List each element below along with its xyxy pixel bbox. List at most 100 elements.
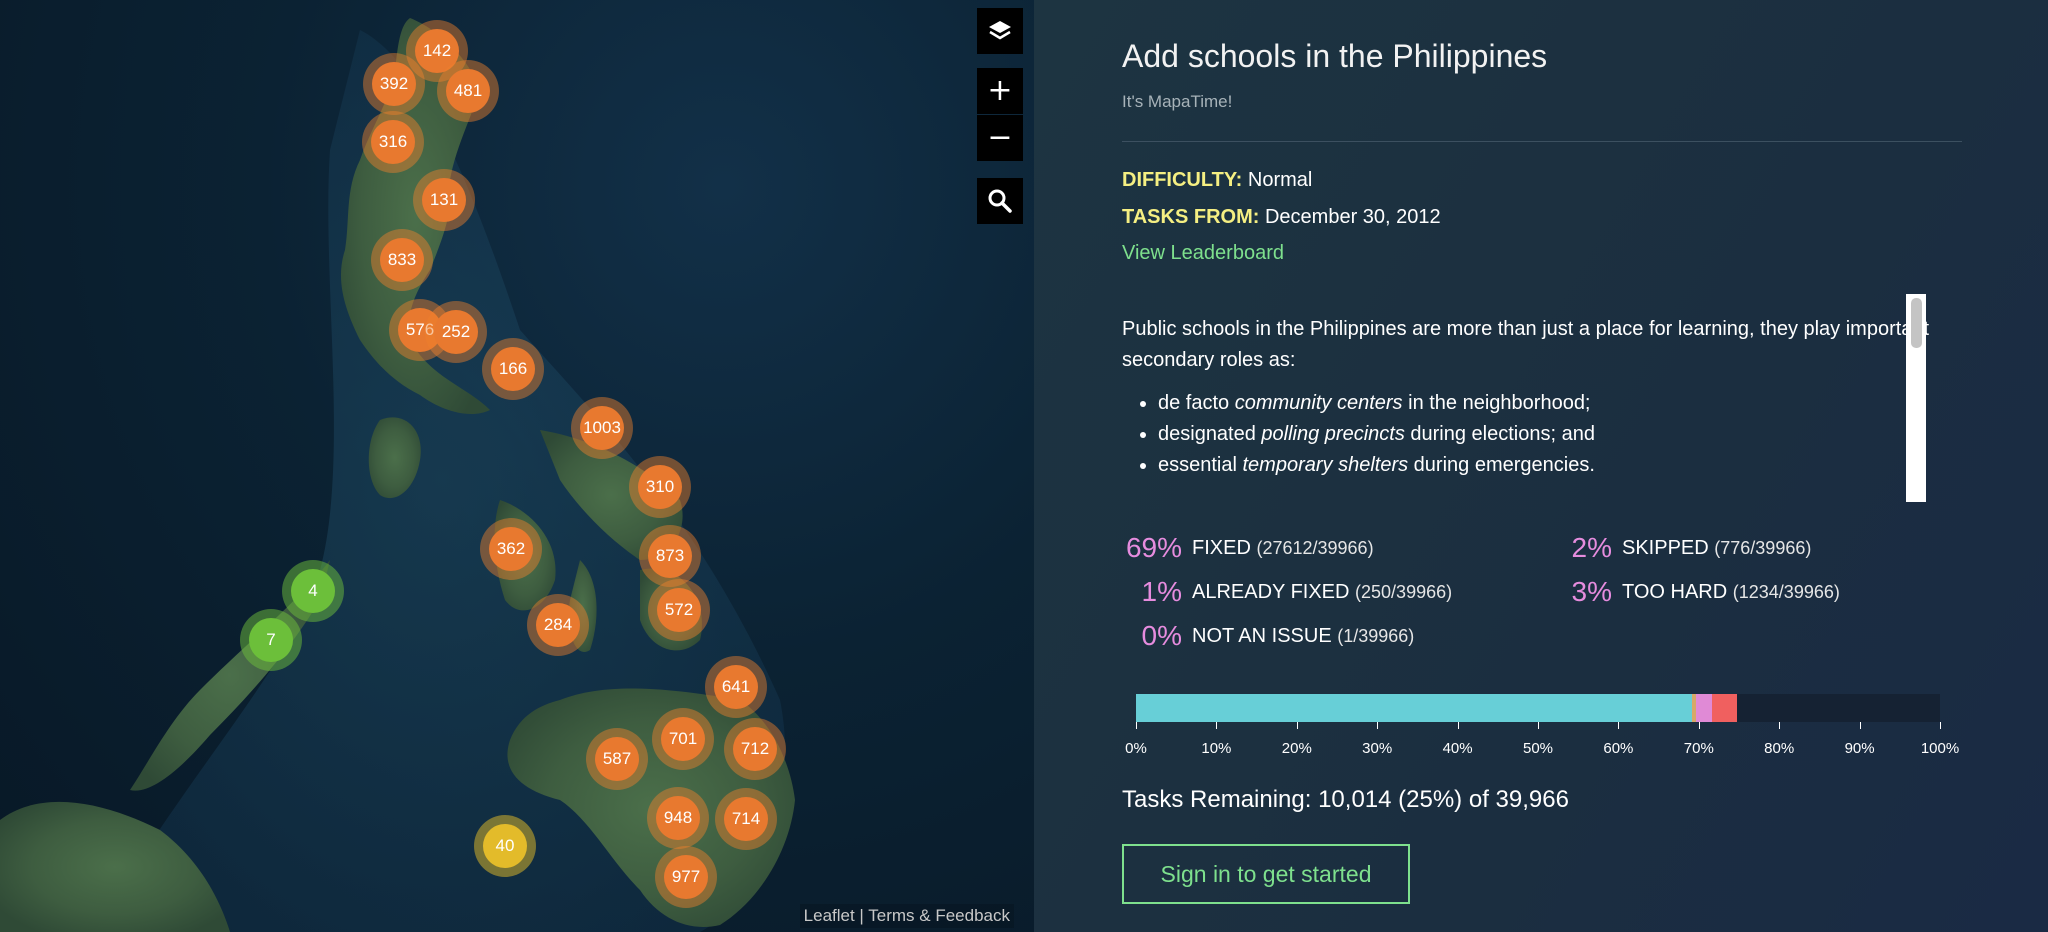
stat-percent: 3% [1571,576,1612,607]
marker-cluster[interactable]: 712 [724,718,786,780]
axis-tick [1216,722,1218,729]
challenge-description[interactable]: Public schools in the Philippines are mo… [1122,314,1942,504]
axis-tick [1296,722,1298,729]
axis-tick [1698,722,1700,729]
cluster-count: 40 [483,824,527,868]
marker-cluster[interactable]: 701 [652,708,714,770]
marker-cluster[interactable]: 587 [586,728,648,790]
marker-cluster[interactable]: 833 [371,229,433,291]
marker-cluster[interactable]: 392 [363,53,425,115]
cluster-count: 362 [489,527,533,571]
axis-tick [1538,722,1539,729]
progress-segment-already-fixed [1691,694,1697,722]
marker-cluster[interactable]: 166 [482,338,544,400]
scrollbar-thumb[interactable] [1911,298,1922,348]
marker-cluster[interactable]: 641 [705,656,767,718]
page-title: Add schools in the Philippines [1122,38,1548,74]
zoom-out-button[interactable]: − [977,115,1023,161]
cluster-count: 977 [664,855,708,899]
zoom-in-button[interactable]: + [977,68,1023,114]
cluster-count: 587 [595,737,639,781]
cluster-count: 284 [536,603,580,647]
progress-bar [1136,694,1940,722]
difficulty-label: DIFFICULTY: [1122,169,1243,191]
terms-feedback-link[interactable]: Terms & Feedback [868,906,1010,925]
divider [1122,141,1962,142]
marker-cluster[interactable]: 131 [413,169,475,231]
tasks-from-value: December 30, 2012 [1264,206,1441,228]
axis-tick-label: 50% [1522,740,1554,757]
stat-label: ALREADY FIXED [1192,581,1350,603]
tasks-from-label: TASKS FROM: [1122,206,1260,228]
axis-tick-label: 90% [1844,740,1875,757]
leaflet-link[interactable]: Leaflet [803,906,855,925]
axis-tick-label: 20% [1281,740,1312,757]
marker-cluster[interactable]: 142 [406,20,468,82]
stat-not-an-issue: 0% NOT AN ISSUE (1/39966) [1122,620,1415,652]
cluster-count: 252 [434,310,478,354]
search-icon [988,189,1012,213]
view-leaderboard-link[interactable]: View Leaderboard [1122,242,1284,264]
layers-button[interactable] [977,8,1023,54]
axis-tick [1618,722,1620,729]
search-button[interactable] [977,178,1023,224]
marker-cluster[interactable]: 873 [639,525,701,587]
cluster-count: 572 [657,588,701,632]
marker-cluster[interactable]: 252 [425,301,487,363]
axis-tick-label: 80% [1764,740,1795,757]
axis-tick [1457,722,1459,729]
minus-icon: − [987,120,1013,155]
marker-cluster[interactable]: 4 [282,560,344,622]
stat-label: TOO HARD [1622,581,1728,603]
marker-cluster[interactable]: 481 [437,60,499,122]
cluster-count: 7 [249,618,293,662]
description-list: de facto community centers in the neighb… [1122,388,1942,481]
axis-tick-label: 60% [1603,740,1634,757]
tasks-remaining: Tasks Remaining: 10,014 (25%) of 39,966 [1122,786,1569,813]
cluster-count: 4 [291,569,335,613]
marker-cluster[interactable]: 40 [474,815,536,877]
marker-cluster[interactable]: 310 [629,456,691,518]
cluster-count: 392 [372,62,416,106]
cluster-count: 481 [446,69,490,113]
axis-tick-label: 70% [1683,740,1714,757]
stat-count: (27612/39966) [1256,538,1374,558]
marker-cluster[interactable]: 284 [527,594,589,656]
layers-icon [989,21,1011,40]
axis-tick [1940,722,1941,729]
marker-cluster[interactable]: 977 [655,846,717,908]
stat-percent: 0% [1141,620,1182,651]
axis-tick-label: 100% [1920,740,1960,757]
axis-tick-label: 0% [1125,740,1147,757]
marker-cluster[interactable]: 572 [648,579,710,641]
map-attribution: Leaflet | Terms & Feedback [799,904,1014,928]
progress-segment-too-hard [1711,694,1737,722]
marker-cluster[interactable]: 362 [480,518,542,580]
cluster-count: 833 [380,238,424,282]
marker-cluster[interactable]: 714 [715,788,777,850]
difficulty-value: Normal [1247,169,1313,191]
stat-percent: 69% [1125,532,1182,563]
stat-label: FIXED [1192,537,1251,559]
progress-segment-skipped [1696,694,1712,722]
cluster-count: 142 [415,29,459,73]
stat-already-fixed: 1% ALREADY FIXED (250/39966) [1122,576,1453,608]
marker-cluster[interactable]: 316 [362,111,424,173]
marker-cluster[interactable]: 1003 [571,397,633,459]
cluster-count: 641 [714,665,758,709]
cluster-count: 166 [491,347,535,391]
stat-percent: 1% [1141,576,1182,607]
cluster-count: 310 [638,465,682,509]
map[interactable]: 142 392 481 316 131 833 576 252 166 1003 310 362 873… [0,0,1034,932]
satellite-imagery [0,18,795,932]
axis-tick [1377,722,1379,729]
list-item: de facto community centers in the neighb… [1158,388,1942,419]
marker-cluster[interactable]: 948 [647,787,709,849]
cluster-count: 948 [656,796,700,840]
progress-segment-fixed [1136,694,1692,722]
marker-cluster[interactable]: 7 [240,609,302,671]
stat-label: SKIPPED [1622,537,1709,559]
cluster-count: 873 [648,534,692,578]
sign-in-button[interactable]: Sign in to get started [1122,844,1410,904]
marker-cluster[interactable]: 576 [389,299,451,361]
